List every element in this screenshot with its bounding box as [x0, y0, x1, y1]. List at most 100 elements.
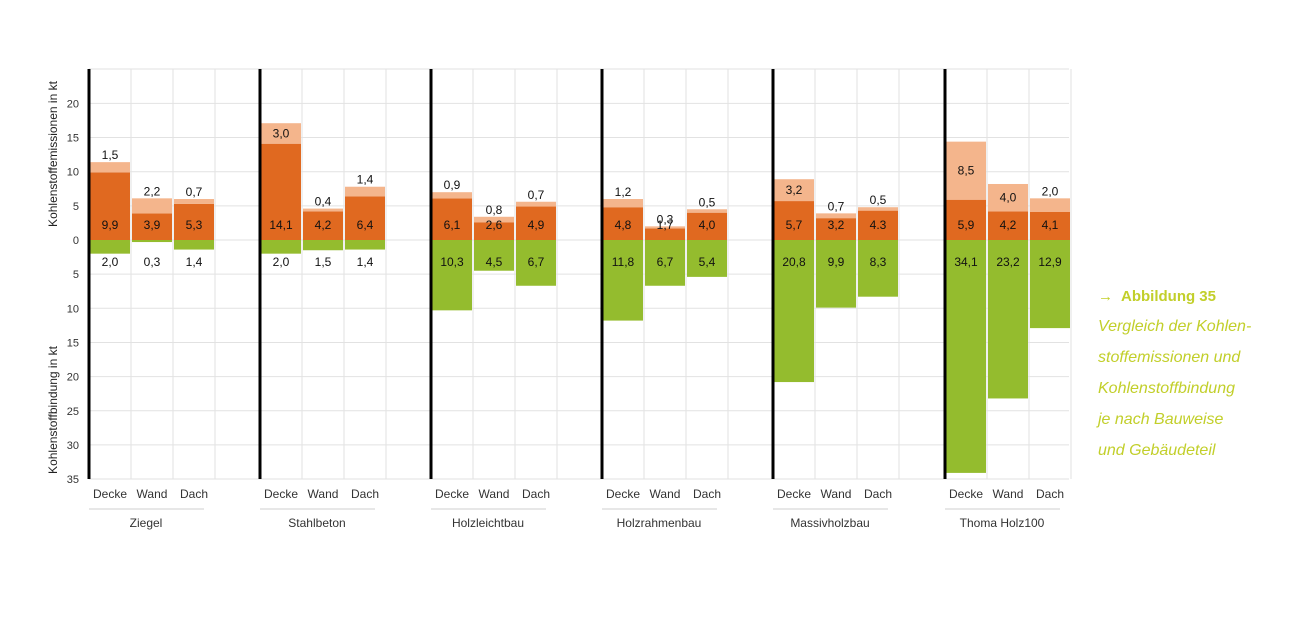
data-label-dark: 4,9	[528, 218, 545, 232]
data-label-binding: 9,9	[828, 255, 845, 269]
data-label-light: 0,7	[828, 199, 845, 213]
bar-emission-dark	[988, 211, 1028, 240]
data-label-binding: 11,8	[612, 255, 635, 269]
y-tick-label: 5	[73, 269, 79, 281]
bar-emission-light	[603, 199, 643, 208]
group-label: Stahlbeton	[288, 516, 345, 530]
bar-binding	[687, 240, 727, 277]
bar-binding	[261, 240, 301, 254]
bar-emission-light	[132, 198, 172, 214]
data-label-binding: 23,2	[996, 255, 1020, 269]
data-label-light: 2,0	[1042, 184, 1059, 198]
data-label-light: 8,5	[958, 164, 975, 178]
bar-emission-dark	[474, 222, 514, 240]
bar-emission-light	[988, 183, 1028, 212]
data-label-light: 3,0	[273, 126, 290, 140]
arrow-right-icon: →	[1098, 288, 1113, 305]
figure-label-text: Abbildung 35	[1121, 288, 1216, 305]
data-label-binding: 8,3	[870, 255, 887, 269]
bar-emission-dark	[516, 206, 556, 240]
data-label-dark: 3,2	[828, 218, 845, 232]
bar-emission-light	[1030, 198, 1070, 212]
data-label-light: 1,2	[615, 185, 632, 199]
bar-binding	[946, 240, 986, 473]
y-tick-label: 15	[67, 337, 79, 349]
bar-emission-dark	[90, 172, 130, 240]
caption-line-1: Vergleich der Kohlen-	[1098, 318, 1252, 335]
x-tick-label: Wand	[479, 487, 510, 501]
bar-binding	[1030, 240, 1070, 329]
bar-binding	[603, 240, 643, 321]
y-tick-label: 30	[67, 440, 79, 452]
data-label-binding: 6,7	[528, 255, 545, 269]
bar-emission-dark	[132, 213, 172, 240]
data-label-binding: 1,4	[357, 255, 374, 269]
data-label-dark: 6,1	[444, 218, 461, 232]
x-tick-label: Decke	[93, 487, 127, 501]
y-tick-label: 10	[67, 303, 79, 315]
data-label-light: 0,8	[486, 203, 503, 217]
bar-emission-light	[432, 192, 472, 199]
y-tick-label: 20	[67, 372, 79, 384]
bar-emission-dark	[603, 207, 643, 240]
bar-binding	[988, 240, 1028, 399]
bar-binding	[90, 240, 130, 254]
data-label-light: 1,5	[102, 148, 119, 162]
bar-emission-light	[516, 201, 556, 207]
bar-emission-dark	[261, 143, 301, 240]
y-tick-label: 20	[67, 98, 79, 110]
data-label-binding: 5,4	[699, 255, 716, 269]
data-label-dark: 6,4	[357, 218, 374, 232]
bar-emission-light	[90, 162, 130, 173]
y-tick-label: 5	[73, 201, 79, 213]
bar-emission-light	[474, 216, 514, 223]
data-label-binding: 34,1	[954, 255, 978, 269]
data-label-dark: 4,8	[615, 218, 632, 232]
bar-emission-dark	[345, 196, 385, 240]
y-tick-label: 15	[67, 133, 79, 145]
bar-binding	[432, 240, 472, 311]
x-tick-label: Decke	[435, 487, 469, 501]
y-tick-label: 0	[73, 235, 79, 247]
bar-binding	[303, 240, 343, 251]
bar-binding	[345, 240, 385, 250]
bar-binding	[516, 240, 556, 286]
x-tick-label: Dach	[351, 487, 379, 501]
x-tick-label: Wand	[821, 487, 852, 501]
data-label-dark: 5,7	[786, 218, 803, 232]
bar-emission-light	[303, 208, 343, 212]
bar-emission-light	[816, 213, 856, 219]
y-tick-label: 25	[67, 406, 79, 418]
bar-emission-dark	[858, 210, 898, 240]
data-label-dark: 4,2	[1000, 218, 1017, 232]
y-axis-title-top: Kohlenstoffemissionen in kt	[46, 80, 60, 227]
bar-emission-light	[774, 179, 814, 202]
data-label-dark: 4,0	[699, 218, 716, 232]
data-label-dark: 4,2	[315, 218, 332, 232]
x-tick-label: Dach	[693, 487, 721, 501]
data-label-dark: 4,1	[1042, 218, 1059, 232]
caption-line-3: Kohlenstoffbindung	[1098, 380, 1235, 397]
data-label-dark: 1,7	[657, 218, 674, 232]
data-label-binding: 2,0	[273, 255, 290, 269]
data-label-light: 2,2	[144, 184, 161, 198]
data-label-dark: 3,9	[144, 218, 161, 232]
x-tick-label: Wand	[308, 487, 339, 501]
data-label-binding: 1,4	[186, 255, 203, 269]
data-label-light: 0,7	[186, 185, 203, 199]
x-tick-label: Wand	[993, 487, 1024, 501]
data-label-light: 0,3	[657, 212, 674, 226]
bar-emission-dark	[1030, 211, 1070, 240]
bar-emission-dark	[946, 199, 986, 240]
caption-line-2: stoffemissionen und	[1098, 349, 1241, 366]
bar-emission-light	[645, 226, 685, 229]
caption-line-5: und Gebäudeteil	[1098, 442, 1216, 459]
x-tick-label: Dach	[522, 487, 550, 501]
bar-binding	[132, 240, 172, 243]
bar-emission-light	[858, 207, 898, 211]
y-axis-title-bottom: Kohlenstoffbindung in kt	[46, 345, 60, 474]
group-label: Thoma Holz100	[960, 516, 1045, 530]
bar-binding	[474, 240, 514, 271]
